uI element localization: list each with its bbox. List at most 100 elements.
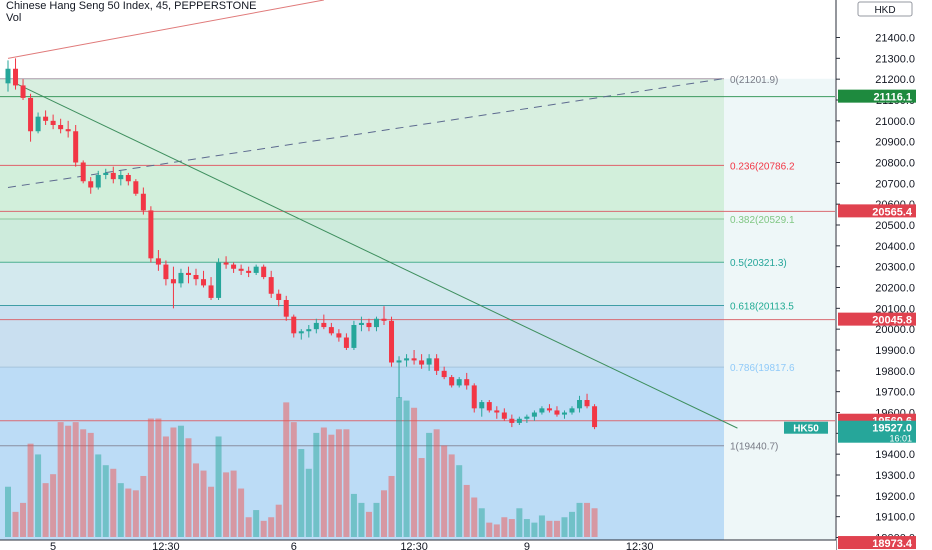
volume-bar	[516, 508, 523, 537]
volume-bar	[117, 483, 124, 537]
volume-bar	[12, 511, 19, 537]
candle-body	[246, 270, 252, 273]
volume-bar	[493, 524, 500, 537]
candle-body	[268, 277, 274, 294]
currency-label: HKD	[874, 5, 895, 16]
candle-body	[561, 412, 567, 415]
candle-body	[110, 172, 116, 180]
volume-bar	[20, 502, 27, 537]
fib-band-0.5	[0, 218, 724, 263]
candle-body	[546, 408, 552, 411]
volume-bar	[553, 520, 560, 537]
volume-bar	[463, 484, 470, 537]
volume-bar	[72, 422, 79, 537]
volume-bar	[5, 486, 11, 537]
candle-body	[125, 175, 131, 182]
y-tick-label: 20400.0	[875, 241, 915, 253]
y-tick-label: 20200.0	[875, 283, 915, 295]
volume-bar	[456, 465, 463, 537]
candle-body	[155, 258, 161, 265]
y-tick-label: 19800.0	[875, 366, 915, 378]
volume-bar	[223, 472, 230, 537]
volume-bar	[418, 458, 425, 537]
candle-body	[404, 358, 410, 361]
candle-body	[509, 418, 515, 423]
volume-bar	[433, 429, 440, 537]
candle-body	[58, 125, 64, 130]
volume-bar	[373, 502, 380, 537]
candle-body	[298, 331, 304, 334]
volume-bar	[328, 434, 335, 537]
candle-body	[569, 408, 575, 413]
price-tag-20565.4: 20565.4	[872, 206, 913, 218]
candle-body	[50, 120, 56, 125]
volume-bar	[245, 517, 252, 537]
symbol-tag-bg	[784, 421, 828, 434]
volume-bar	[576, 502, 583, 537]
volume-bar	[275, 504, 282, 537]
fib-band-1	[0, 367, 724, 446]
candle-body	[516, 418, 522, 423]
volume-bar	[283, 402, 290, 537]
volume-bar	[501, 517, 508, 537]
candle-body	[95, 175, 101, 188]
candle-body	[291, 316, 297, 334]
candle-body	[396, 360, 402, 363]
y-tick-label: 19100.0	[875, 512, 915, 524]
x-tick-label: 12:30	[626, 541, 654, 550]
candle-body	[170, 279, 176, 284]
volume-bar	[486, 522, 493, 537]
candle-body	[238, 268, 244, 271]
candle-body	[13, 68, 19, 86]
x-tick-label: 12:30	[152, 541, 180, 550]
y-tick-label: 20300.0	[875, 262, 915, 274]
volume-bar	[569, 511, 575, 537]
bar-countdown: 16:01	[889, 434, 912, 444]
price-tag-21116.1: 21116.1	[873, 92, 912, 104]
candle-body	[306, 329, 312, 332]
candle-body	[539, 408, 545, 413]
candle-body	[456, 379, 462, 386]
candle-body	[366, 322, 372, 328]
candle-body	[163, 264, 169, 280]
volume-bar	[87, 432, 94, 537]
volume-bar	[411, 407, 418, 537]
volume-bar	[170, 427, 177, 537]
candle-body	[43, 116, 49, 121]
candle-body	[419, 360, 425, 365]
trendline-3[interactable]	[15, 82, 738, 429]
volume-bar	[365, 511, 372, 537]
volume-bar	[350, 493, 357, 537]
y-tick-label: 20500.0	[875, 220, 915, 232]
trendline-1[interactable]	[7, 0, 324, 59]
y-tick-label: 21200.0	[875, 74, 915, 86]
volume-bar	[140, 475, 147, 537]
volume-bar	[388, 475, 395, 537]
fib-label-0: 0(21201.9)	[730, 75, 778, 86]
candle-body	[103, 172, 109, 175]
candle-body	[118, 175, 124, 180]
candle-body	[524, 416, 530, 419]
volume-bar	[478, 508, 485, 537]
candle-body	[351, 325, 357, 348]
trendline-2[interactable]	[7, 78, 723, 188]
x-tick-label: 6	[291, 541, 297, 550]
volume-bar	[50, 474, 57, 537]
volume-bar	[403, 400, 410, 537]
candle-body	[381, 318, 387, 321]
volume-bar	[215, 436, 222, 537]
candle-body	[223, 262, 229, 265]
candle-body	[65, 129, 71, 132]
volume-bar	[253, 510, 260, 537]
volume-bar	[441, 445, 448, 537]
volume-bar	[208, 486, 215, 537]
last-price-tag: 19527.0	[872, 423, 912, 435]
candle-body	[35, 116, 41, 132]
price-tag-20045.8-bg	[838, 312, 916, 326]
fib-label-0.786: 0.786(19817.6	[730, 363, 795, 374]
currency-box[interactable]	[857, 1, 913, 17]
volume-bar	[42, 483, 49, 537]
volume-bar	[396, 397, 403, 537]
fib-label-0.236: 0.236(20786.2	[730, 161, 795, 172]
